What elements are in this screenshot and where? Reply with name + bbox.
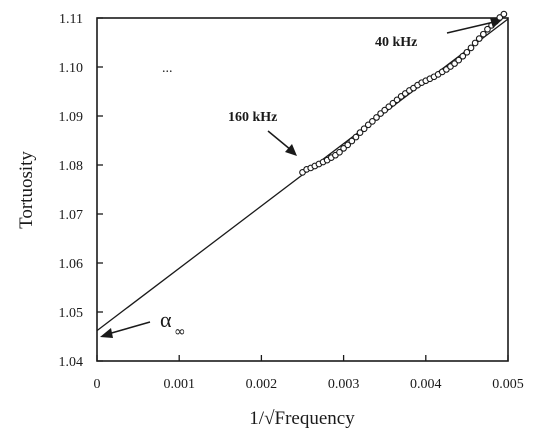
y-tick-label: 1.06 [59, 257, 84, 272]
axis-ticks [96, 17, 509, 362]
data-point [369, 118, 376, 125]
stray-mark: ... [162, 61, 173, 76]
annotation-40khz-arrowhead [490, 18, 502, 28]
x-tick-label: 0.002 [246, 377, 278, 392]
data-point [500, 10, 508, 18]
y-tick-label: 1.07 [59, 208, 84, 223]
data-point [459, 52, 467, 60]
x-tick-label: 0.003 [328, 377, 360, 392]
data-points [299, 10, 508, 176]
annotation-160khz-arrowhead [285, 144, 297, 156]
x-axis-label: 1/√Frequency [249, 408, 355, 429]
annotation-alpha-subscript: ∞ [174, 324, 186, 340]
y-axis-label: Tortuosity [16, 151, 37, 229]
y-tick-label: 1.09 [59, 110, 84, 125]
x-tick-labels: 0 0.001 0.002 0.003 0.004 0.005 [94, 377, 524, 392]
data-point [393, 96, 401, 104]
data-point [463, 48, 471, 56]
x-tick-label: 0 [94, 377, 101, 392]
y-tick-labels: 1.04 1.05 1.06 1.07 1.08 1.09 1.10 1.11 [59, 12, 84, 370]
x-tick-label: 0.005 [492, 377, 524, 392]
data-point [389, 99, 397, 107]
y-tick-label: 1.04 [59, 355, 84, 370]
data-point [451, 60, 458, 67]
annotation-alpha-symbol: α [160, 307, 172, 332]
y-tick-label: 1.08 [59, 159, 84, 174]
data-point [467, 44, 475, 52]
data-point [364, 121, 372, 129]
y-tick-label: 1.10 [59, 61, 84, 76]
data-point [352, 133, 360, 141]
data-point [344, 141, 352, 149]
annotation-alpha-arrow [107, 321, 151, 335]
y-tick-label: 1.05 [59, 306, 84, 321]
annotation-40khz-label: 40 kHz [375, 35, 417, 50]
annotation-40khz-arrow [446, 21, 495, 34]
data-point [455, 56, 463, 64]
annotation-alpha-arrowhead [100, 328, 113, 338]
data-point [360, 125, 368, 133]
plot-frame [96, 17, 509, 362]
data-point [479, 30, 487, 38]
data-point [385, 103, 393, 111]
data-point [356, 129, 364, 137]
data-point [381, 106, 389, 114]
x-tick-label: 0.004 [410, 377, 442, 392]
data-point [348, 137, 356, 145]
x-tick-label: 0.001 [163, 377, 195, 392]
data-point [484, 25, 491, 33]
data-point [373, 114, 380, 121]
data-point [377, 110, 384, 117]
annotation-160khz-label: 160 kHz [228, 110, 277, 125]
data-point [475, 35, 483, 42]
data-point [336, 148, 343, 156]
y-tick-label: 1.11 [59, 12, 83, 27]
data-point [340, 144, 347, 152]
annotation-160khz-arrow [267, 130, 292, 151]
data-point [471, 39, 479, 47]
